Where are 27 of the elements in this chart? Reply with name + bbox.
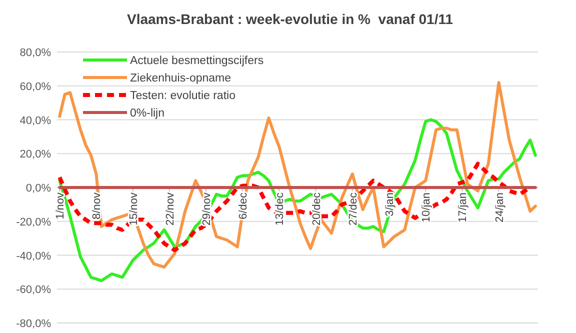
y-tick-label: 40,0%	[20, 114, 52, 127]
y-tick-label: 20,0%	[20, 148, 52, 161]
x-tick-label: 27/dec	[347, 192, 360, 226]
y-tick-label: 60,0%	[20, 80, 52, 93]
x-tick-label: 13/dec	[274, 192, 286, 226]
x-tick-label: 20/dec	[310, 192, 323, 226]
y-tick-label: 80,0%	[20, 47, 52, 59]
y-tick-label: -20,0%	[16, 216, 52, 228]
legend-label: Testen: evolutie ratio	[130, 90, 236, 102]
x-tick-label: 8/nov	[91, 192, 104, 220]
x-tick-label: 6/dec	[238, 192, 250, 220]
x-tick-label: 3/jan	[384, 192, 396, 216]
legend-label: Actuele besmettingscijfers	[130, 55, 264, 67]
x-tick-label: 22/nov	[164, 192, 176, 226]
x-tick-label: 15/nov	[128, 192, 140, 226]
x-tick-label: 24/jan	[494, 192, 506, 222]
x-tick-label: 10/jan	[420, 192, 433, 222]
y-tick-label: 0,0%	[26, 182, 52, 194]
x-tick-label: 29/nov	[201, 192, 214, 226]
y-tick-label: -60,0%	[16, 284, 52, 296]
x-tick-label: 17/jan	[457, 192, 470, 222]
x-tick-label: 1/nov	[54, 192, 67, 220]
legend-label: 0%-lijn	[130, 108, 165, 120]
legend-label: Ziekenhuis-opname	[130, 72, 232, 84]
chart-title: Vlaams-Brabant : week-evolutie in % vanaf 01/11	[126, 11, 454, 27]
y-tick-label: -40,0%	[16, 250, 52, 262]
y-tick-label: -80,0%	[16, 318, 52, 330]
